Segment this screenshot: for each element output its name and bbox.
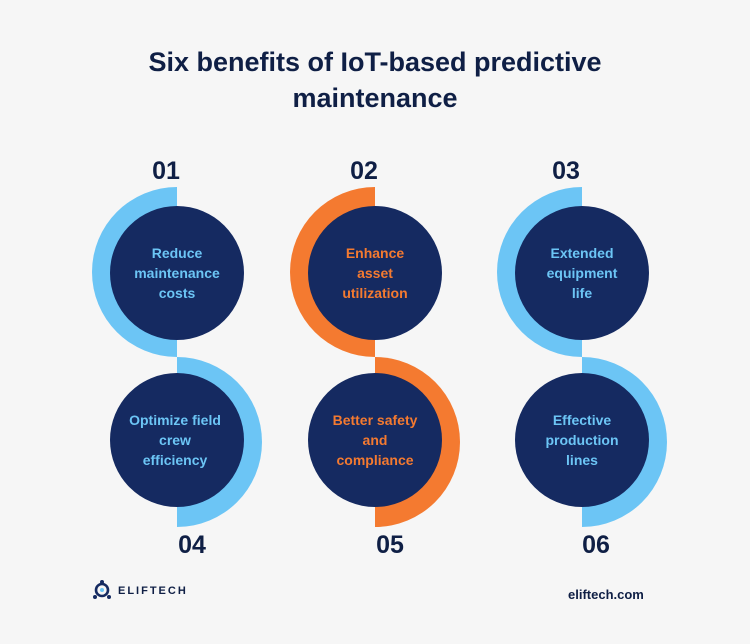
label-line: maintenance [134,265,220,281]
brand-name: ELIFTECH [118,585,188,597]
eliftech-logo-icon [93,580,111,599]
label-line: compliance [336,452,414,468]
label-line: efficiency [142,452,208,468]
label-line: utilization [342,285,408,301]
label-line: Better safety [332,412,418,428]
circle-04 [110,373,244,507]
circle-06 [515,373,649,507]
number-04: 04 [178,531,206,559]
label-line: costs [158,285,196,301]
label-line: Effective [552,412,612,428]
number-02: 02 [350,157,378,185]
benefit-label-05: Better safety and compliance [320,410,430,470]
label-line: asset [357,265,393,281]
label-line: Enhance [345,245,405,261]
brand-url[interactable]: eliftech.com [568,587,644,602]
benefit-label-03: Extended equipment life [527,243,637,303]
label-line: Optimize field [129,412,221,428]
title-line-1: Six benefits of IoT-based predictive [148,47,602,77]
benefit-label-04: Optimize field crew efficiency [120,410,230,470]
infographic-title: Six benefits of IoT-based predictive mai… [0,44,750,116]
circle-02 [308,206,442,340]
label-line: production [545,432,619,448]
number-06: 06 [582,531,610,559]
label-line: equipment [546,265,618,281]
benefit-label-01: Reduce maintenance costs [122,243,232,303]
label-line: life [571,285,593,301]
number-03: 03 [552,157,580,185]
label-line: and [362,432,388,448]
benefit-label-02: Enhance asset utilization [320,243,430,303]
label-line: Reduce [151,245,203,261]
circle-05 [308,373,442,507]
circle-01 [110,206,244,340]
brand-logo: ELIFTECH [92,580,188,602]
number-01: 01 [152,157,180,185]
number-05: 05 [376,531,404,559]
title-line-2: maintenance [292,83,458,113]
circle-03 [515,206,649,340]
label-line: crew [159,432,191,448]
label-line: Extended [550,245,614,261]
label-line: lines [566,452,598,468]
benefit-label-06: Effective production lines [527,410,637,470]
